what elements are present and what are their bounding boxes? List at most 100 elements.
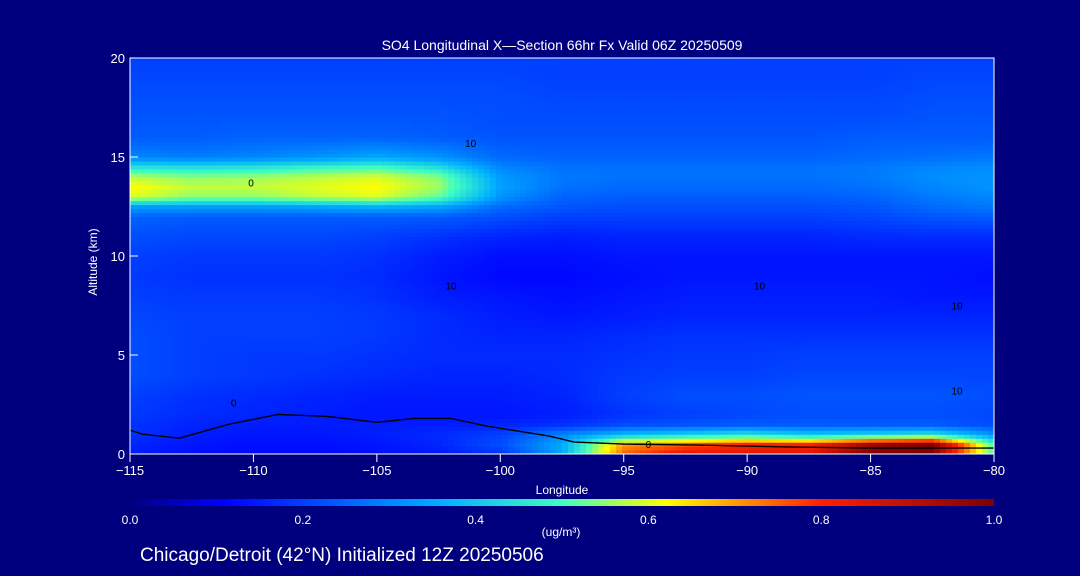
- heatmap-cell: [862, 398, 869, 404]
- heatmap-cell: [616, 402, 623, 408]
- heatmap-cell: [694, 398, 701, 404]
- heatmap-cell: [556, 442, 563, 447]
- heatmap-cell: [766, 438, 773, 443]
- heatmap-cell: [862, 438, 869, 443]
- heatmap-cell: [424, 450, 431, 454]
- heatmap-cell: [832, 327, 839, 332]
- heatmap-cell: [394, 323, 401, 328]
- heatmap-cell: [628, 366, 635, 372]
- heatmap-cell: [946, 358, 953, 364]
- heatmap-cell: [688, 382, 695, 388]
- heatmap-cell: [670, 402, 677, 408]
- heatmap-cell: [190, 418, 197, 423]
- heatmap-cell: [376, 323, 383, 328]
- heatmap-cell: [802, 394, 809, 400]
- heatmap-cell: [790, 386, 797, 392]
- heatmap-cell: [676, 402, 683, 408]
- heatmap-cell: [766, 327, 773, 332]
- heatmap-cell: [802, 355, 809, 360]
- heatmap-cell: [556, 319, 563, 324]
- heatmap-cell: [886, 355, 893, 360]
- heatmap-cell: [880, 335, 887, 340]
- heatmap-cell: [736, 378, 743, 384]
- heatmap-cell: [598, 339, 605, 344]
- heatmap-cell: [562, 442, 569, 447]
- heatmap-cell: [604, 335, 611, 340]
- heatmap-cell: [946, 426, 953, 431]
- heatmap-cell: [172, 430, 179, 435]
- heatmap-cell: [424, 331, 431, 336]
- heatmap-cell: [460, 390, 467, 396]
- heatmap-cell: [148, 434, 155, 439]
- heatmap-cell: [514, 438, 521, 443]
- heatmap-cell: [760, 331, 767, 336]
- heatmap-cell: [292, 390, 299, 396]
- heatmap-cell: [736, 446, 743, 451]
- heatmap-cell: [670, 335, 677, 340]
- heatmap-cell: [352, 358, 359, 364]
- heatmap-cell: [958, 426, 965, 431]
- heatmap-cell: [904, 323, 911, 328]
- heatmap-cell: [436, 331, 443, 336]
- heatmap-cell: [760, 327, 767, 332]
- heatmap-cell: [430, 339, 437, 344]
- heatmap-cell: [148, 378, 155, 384]
- heatmap-cell: [364, 366, 371, 372]
- heatmap-cell: [550, 446, 557, 451]
- heatmap-cell: [322, 418, 329, 423]
- heatmap-cell: [634, 402, 641, 408]
- heatmap-cell: [664, 410, 671, 415]
- heatmap-cell: [538, 362, 545, 368]
- heatmap-cell: [400, 366, 407, 372]
- heatmap-cell: [658, 319, 665, 324]
- heatmap-cell: [784, 402, 791, 408]
- heatmap-cell: [304, 327, 311, 332]
- heatmap-cell: [244, 362, 251, 368]
- heatmap-cell: [448, 434, 455, 439]
- heatmap-cell: [646, 422, 653, 427]
- heatmap-cell: [862, 426, 869, 431]
- heatmap-cell: [880, 386, 887, 392]
- heatmap-cell: [502, 394, 509, 400]
- heatmap-cell: [442, 339, 449, 344]
- heatmap-cell: [268, 382, 275, 388]
- heatmap-cell: [766, 386, 773, 392]
- heatmap-cell: [652, 319, 659, 324]
- heatmap-cell: [964, 426, 971, 431]
- heatmap-cell: [796, 362, 803, 368]
- heatmap-cell: [808, 398, 815, 404]
- heatmap-cell: [976, 335, 983, 340]
- heatmap-cell: [172, 442, 179, 447]
- heatmap-cell: [526, 442, 533, 447]
- heatmap-cell: [652, 366, 659, 372]
- heatmap-cell: [472, 335, 479, 340]
- heatmap-cell: [268, 434, 275, 439]
- heatmap-cell: [760, 426, 767, 431]
- heatmap-cell: [616, 331, 623, 336]
- heatmap-cell: [148, 382, 155, 388]
- heatmap-cell: [358, 351, 365, 356]
- heatmap-cell: [298, 434, 305, 439]
- heatmap-cell: [892, 343, 899, 348]
- heatmap-cell: [334, 362, 341, 368]
- heatmap-cell: [358, 430, 365, 435]
- heatmap-cell: [634, 343, 641, 348]
- heatmap-cell: [376, 418, 383, 423]
- heatmap-cell: [676, 430, 683, 435]
- heatmap-cell: [472, 351, 479, 356]
- heatmap-cell: [910, 327, 917, 332]
- heatmap-cell: [166, 406, 173, 412]
- heatmap-cell: [664, 414, 671, 419]
- heatmap-cell: [226, 358, 233, 364]
- heatmap-cell: [676, 362, 683, 368]
- heatmap-cell: [136, 351, 143, 356]
- heatmap-cell: [568, 335, 575, 340]
- heatmap-cell: [958, 355, 965, 360]
- heatmap-cell: [934, 370, 941, 376]
- heatmap-cell: [556, 386, 563, 392]
- heatmap-cell: [718, 446, 725, 451]
- heatmap-cell: [928, 386, 935, 392]
- heatmap-cell: [964, 450, 971, 454]
- heatmap-cell: [862, 386, 869, 392]
- heatmap-cell: [334, 351, 341, 356]
